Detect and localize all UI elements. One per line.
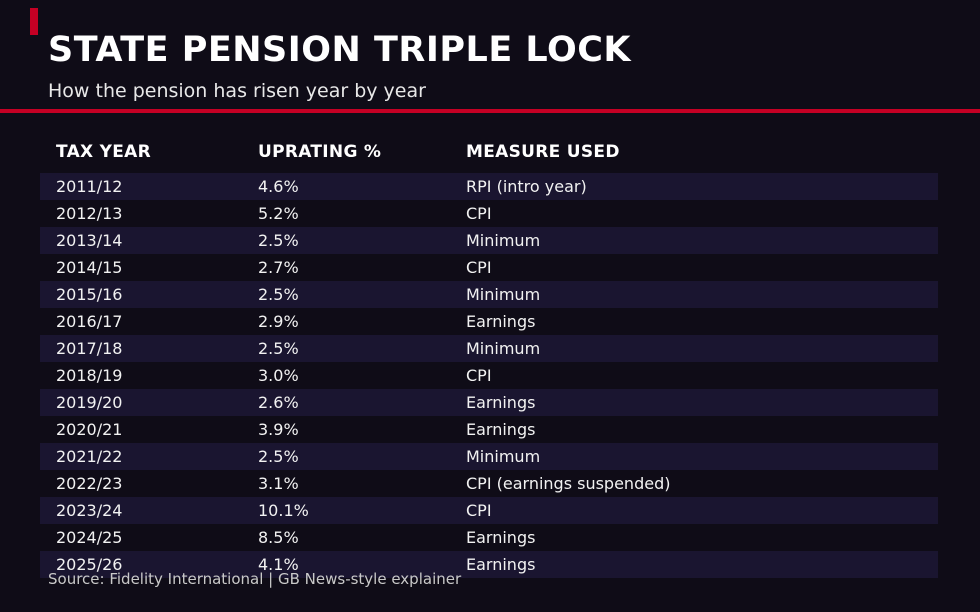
tax-year-cell: 2017/18	[56, 339, 123, 358]
tax-year-cell: 2013/14	[56, 231, 123, 250]
measure-cell: Minimum	[466, 285, 541, 304]
table-row: 2018/19 3.0% CPI	[40, 362, 938, 389]
measure-cell: Earnings	[466, 528, 536, 547]
table-row: 2022/23 3.1% CPI (earnings suspended)	[40, 470, 938, 497]
uprating-cell: 2.7%	[258, 258, 299, 277]
table-body: 2011/12 4.6% RPI (intro year) 2012/13 5.2% CP…	[40, 173, 938, 578]
tax-year-cell: 2016/17	[56, 312, 123, 331]
measure-cell: CPI	[466, 366, 492, 385]
uprating-cell: 2.5%	[258, 285, 299, 304]
tax-year-cell: 2024/25	[56, 528, 123, 547]
tax-year-cell: 2015/16	[56, 285, 123, 304]
red-accent-bar	[30, 8, 38, 35]
uprating-cell: 8.5%	[258, 528, 299, 547]
table-row: 2011/12 4.6% RPI (intro year)	[40, 173, 938, 200]
pension-table: TAX YEAR UPRATING % MEASURE USED 2011/12…	[40, 136, 938, 578]
tax-year-cell: 2011/12	[56, 177, 123, 196]
measure-cell: CPI	[466, 258, 492, 277]
uprating-cell: 2.9%	[258, 312, 299, 331]
table-row: 2021/22 2.5% Minimum	[40, 443, 938, 470]
table-row: 2016/17 2.9% Earnings	[40, 308, 938, 335]
page-title: STATE PENSION TRIPLE LOCK	[48, 30, 632, 70]
measure-cell: Minimum	[466, 231, 541, 250]
table-row: 2013/14 2.5% Minimum	[40, 227, 938, 254]
uprating-cell: 4.1%	[258, 555, 299, 574]
tax-year-cell: 2018/19	[56, 366, 123, 385]
uprating-cell: 3.9%	[258, 420, 299, 439]
table-row: 2020/21 3.9% Earnings	[40, 416, 938, 443]
table-row: 2015/16 2.5% Minimum	[40, 281, 938, 308]
measure-cell: Earnings	[466, 555, 536, 574]
column-header-measure: MEASURE USED	[466, 142, 620, 162]
tax-year-cell: 2025/26	[56, 555, 123, 574]
tax-year-cell: 2021/22	[56, 447, 123, 466]
uprating-cell: 2.5%	[258, 339, 299, 358]
table-row: 2025/26 4.1% Earnings	[40, 551, 938, 578]
tax-year-cell: 2020/21	[56, 420, 123, 439]
tax-year-cell: 2019/20	[56, 393, 123, 412]
uprating-cell: 2.6%	[258, 393, 299, 412]
uprating-cell: 2.5%	[258, 447, 299, 466]
tax-year-cell: 2023/24	[56, 501, 123, 520]
tax-year-cell: 2012/13	[56, 204, 123, 223]
tax-year-cell: 2022/23	[56, 474, 123, 493]
page-subtitle: How the pension has risen year by year	[48, 80, 426, 102]
uprating-cell: 3.0%	[258, 366, 299, 385]
measure-cell: RPI (intro year)	[466, 177, 587, 196]
measure-cell: Minimum	[466, 339, 541, 358]
table-row: 2012/13 5.2% CPI	[40, 200, 938, 227]
table-row: 2014/15 2.7% CPI	[40, 254, 938, 281]
measure-cell: Minimum	[466, 447, 541, 466]
table-header-row: TAX YEAR UPRATING % MEASURE USED	[40, 136, 938, 168]
table-row: 2024/25 8.5% Earnings	[40, 524, 938, 551]
measure-cell: CPI (earnings suspended)	[466, 474, 671, 493]
uprating-cell: 5.2%	[258, 204, 299, 223]
measure-cell: CPI	[466, 501, 492, 520]
uprating-cell: 10.1%	[258, 501, 309, 520]
measure-cell: Earnings	[466, 420, 536, 439]
column-header-tax-year: TAX YEAR	[56, 142, 152, 162]
uprating-cell: 3.1%	[258, 474, 299, 493]
tax-year-cell: 2014/15	[56, 258, 123, 277]
table-row: 2019/20 2.6% Earnings	[40, 389, 938, 416]
table-row: 2023/24 10.1% CPI	[40, 497, 938, 524]
uprating-cell: 4.6%	[258, 177, 299, 196]
measure-cell: Earnings	[466, 312, 536, 331]
red-divider-rule	[0, 109, 980, 113]
column-header-uprating: UPRATING %	[258, 142, 382, 162]
measure-cell: Earnings	[466, 393, 536, 412]
source-attribution: Source: Fidelity International | GB News…	[48, 570, 462, 588]
table-row: 2017/18 2.5% Minimum	[40, 335, 938, 362]
measure-cell: CPI	[466, 204, 492, 223]
uprating-cell: 2.5%	[258, 231, 299, 250]
